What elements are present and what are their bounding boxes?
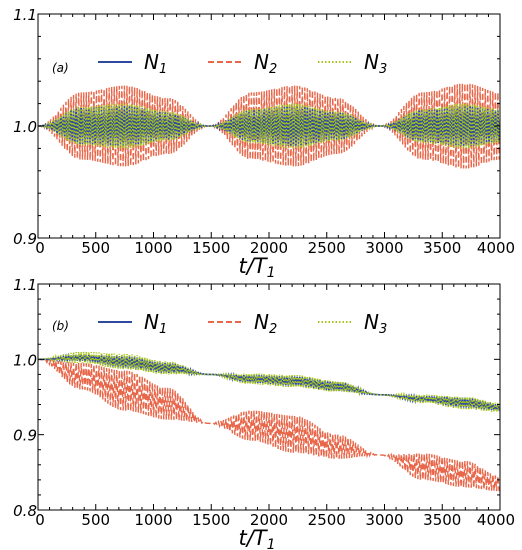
- x-tick-label: 500: [81, 511, 110, 529]
- legend-label-N3: N3: [364, 310, 387, 337]
- x-tick-label: 1000: [134, 511, 172, 529]
- x-tick-label: 3500: [423, 239, 461, 257]
- x-tick-label: 1500: [192, 239, 230, 257]
- x-tick-label: 3500: [423, 511, 461, 529]
- series-line-N1: [38, 352, 500, 411]
- x-axis-label: t/T1: [238, 526, 275, 550]
- series-group: [38, 83, 500, 169]
- x-tick-label: 1500: [192, 511, 230, 529]
- x-tick-label: 2000: [250, 239, 288, 257]
- x-tick-label: 500: [81, 239, 110, 257]
- panel-label: (b): [52, 319, 69, 333]
- x-tick-label: 0: [35, 511, 45, 529]
- x-tick-label: 3000: [365, 511, 403, 529]
- legend-label-N3: N3: [364, 50, 387, 77]
- panel-a: 0 500 1000 1500 2000 2500 3000 3500 4000 0.9 1.0 1.…: [13, 6, 515, 281]
- y-tick-label: 0.9: [13, 230, 37, 248]
- x-tick-label: 2500: [308, 239, 346, 257]
- panel-b: 0 500 1000 1500 2000 2500 3000 3500 4000 0.8 0.9 1.…: [13, 276, 515, 550]
- legend-label-N1: N1: [144, 310, 167, 337]
- y-tick-label: 0.8: [13, 502, 37, 520]
- y-tick-label: 1.1: [13, 276, 37, 294]
- panel-label: (a): [52, 61, 69, 75]
- series-group: [38, 351, 500, 492]
- series-line-N3: [38, 351, 500, 413]
- series-line-N2: [38, 357, 500, 492]
- y-tick-label: 1.1: [13, 6, 37, 24]
- x-tick-label: 2500: [308, 511, 346, 529]
- x-tick-label: 2000: [250, 511, 288, 529]
- x-tick-label: 0: [35, 239, 45, 257]
- y-tick-label: 1.0: [13, 118, 37, 136]
- y-tick-label: 1.0: [13, 351, 37, 369]
- series-line-N3: [38, 103, 500, 149]
- legend-label-N2: N2: [254, 50, 277, 77]
- legend-label-N1: N1: [144, 50, 167, 77]
- x-tick-label: 3000: [365, 239, 403, 257]
- x-tick-label: 1000: [134, 239, 172, 257]
- y-tick-label: 0.9: [13, 427, 37, 445]
- x-tick-label: 4000: [477, 239, 515, 257]
- x-axis-label: t/T1: [238, 254, 275, 281]
- legend-label-N2: N2: [254, 310, 277, 337]
- x-tick-label: 4000: [477, 511, 515, 529]
